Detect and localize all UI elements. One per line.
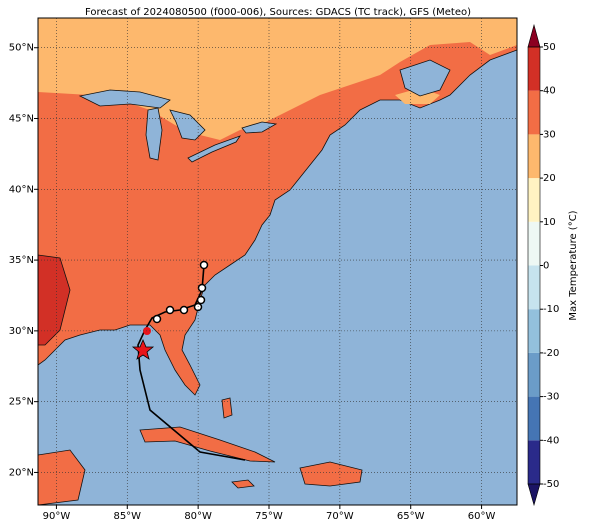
lake-erie [187,135,242,163]
colorbar-tick-label: 50 [543,42,556,53]
x-tick-label: 90°W [43,511,71,522]
colorbar-tick-label: -30 [543,392,559,403]
y-tick-label: 40°N [9,184,34,195]
hot-patch [38,254,71,346]
x-tick-label: 85°W [113,511,141,522]
yucatan [38,449,86,505]
y-tick-label: 20°N [9,467,34,478]
colorbar-segment [528,309,540,353]
colorbar-tick-label: 10 [543,217,556,228]
colorbar-under [527,483,541,507]
colorbar-tick-label: 20 [543,173,556,184]
grid-layer [38,18,517,505]
map-frame [37,17,518,506]
hispaniola [299,461,363,487]
colorbar-segment [528,265,540,310]
colorbar-tick-label: -50 [543,479,559,490]
map [38,18,517,505]
colorbar-over [527,23,541,48]
track-point [152,314,162,324]
y-tick-label: 35°N [9,255,34,266]
track-point [199,260,209,270]
colorbar-tick-label: 30 [543,129,556,140]
jamaica [231,479,255,489]
lake-ontario [241,121,278,134]
y-tick-label: 30°N [9,326,34,337]
colorbar-segment [528,178,540,222]
colorbar-segment [528,47,540,91]
colorbar-tick-label: -10 [543,304,559,315]
lake-michigan [145,107,163,161]
colorbar-tick-label: 40 [543,86,556,97]
colorbar-tick-label: -20 [543,348,559,359]
y-tick-label: 25°N [9,397,34,408]
x-tick-label: 65°W [397,511,425,522]
colorbar-tick-label: 0 [543,261,549,272]
colorbar-segment [528,396,540,441]
tc-track [137,264,246,461]
title: Forecast of 2024080500 (f000-006), Sourc… [85,7,471,18]
current-position [131,338,155,360]
cuba [139,426,276,463]
colorbar-segment [528,352,540,397]
y-tick-label: 50°N [9,43,34,54]
colorbar-segment [528,221,540,266]
lake-huron [169,109,206,141]
gulf-st-lawrence [399,59,451,97]
x-tick-label: 70°W [326,511,354,522]
colorbar-segment [528,134,540,179]
track-point [197,283,207,293]
y-tick-label: 45°N [9,114,34,125]
colorbar-label: Max Temperature (°C) [568,210,579,320]
track-point [196,295,206,305]
track-point [165,305,175,315]
x-tick-label: 60°W [468,511,496,522]
x-tick-label: 80°W [184,511,212,522]
lake-superior [78,89,171,109]
colorbar-segment [528,440,540,484]
colorbar-tick-label: -40 [543,435,559,446]
track-point [179,305,189,315]
bahamas [221,397,233,419]
x-tick-label: 75°W [255,511,283,522]
colorbar-segment [528,90,540,135]
